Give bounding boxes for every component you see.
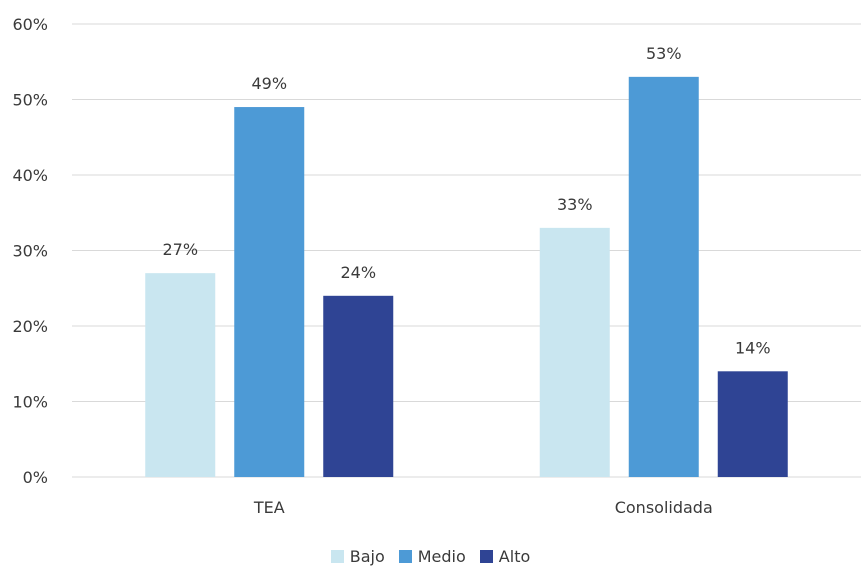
y-tick-label: 20% bbox=[12, 317, 48, 336]
y-tick-label: 60% bbox=[12, 15, 48, 34]
legend-swatch bbox=[331, 550, 344, 563]
bar-bajo-consolidada bbox=[540, 228, 610, 477]
y-axis-ticks: 0% 10% 20% 30% 40% 50% 60% bbox=[12, 15, 48, 487]
legend: Bajo Medio Alto bbox=[0, 547, 861, 566]
bars bbox=[145, 77, 788, 477]
bar-medio-consolidada bbox=[629, 77, 699, 477]
data-label: 49% bbox=[251, 74, 287, 93]
legend-label: Medio bbox=[418, 547, 466, 566]
data-label: 53% bbox=[646, 44, 682, 63]
data-label: 33% bbox=[557, 195, 593, 214]
x-category-label: Consolidada bbox=[615, 498, 713, 517]
bar-chart: 0%10%20%30%40%50%60% 27%49%24%33%53%14% … bbox=[0, 0, 861, 540]
data-label: 27% bbox=[162, 240, 198, 259]
bar-alto-tea bbox=[323, 296, 393, 477]
y-tick-label: 40% bbox=[12, 166, 48, 185]
bar-medio-tea bbox=[234, 107, 304, 477]
y-tick-label: 10% bbox=[12, 393, 48, 412]
legend-item-bajo: Bajo bbox=[331, 547, 385, 566]
bar-bajo-tea bbox=[145, 273, 215, 477]
x-category-label: TEA bbox=[253, 498, 285, 517]
legend-label: Alto bbox=[499, 547, 530, 566]
legend-label: Bajo bbox=[350, 547, 385, 566]
bar-alto-consolidada bbox=[718, 371, 788, 477]
y-tick-label: 0% bbox=[23, 468, 48, 487]
data-label: 14% bbox=[735, 338, 771, 357]
legend-swatch bbox=[480, 550, 493, 563]
legend-item-alto: Alto bbox=[480, 547, 530, 566]
data-label: 24% bbox=[340, 263, 376, 282]
y-tick-label: 30% bbox=[12, 242, 48, 261]
x-axis-categories: TEA Consolidada bbox=[253, 498, 713, 517]
y-tick-label: 50% bbox=[12, 91, 48, 110]
legend-swatch bbox=[399, 550, 412, 563]
legend-item-medio: Medio bbox=[399, 547, 466, 566]
